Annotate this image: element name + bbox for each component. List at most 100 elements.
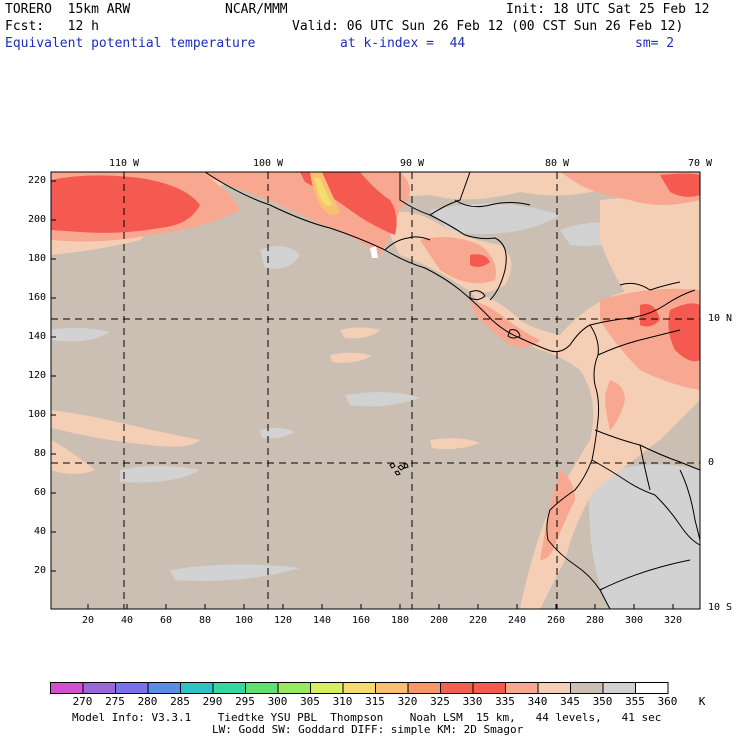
- colorbar-swatch: [505, 682, 539, 694]
- colorbar-label: 280: [137, 695, 158, 708]
- colorbar-swatch: [147, 682, 181, 694]
- x-tick-label: 120: [273, 615, 293, 626]
- x-tick-label: 20: [81, 615, 95, 626]
- hot-band: [605, 380, 625, 430]
- x-tick-label: 160: [351, 615, 371, 626]
- y-tick-label: 180: [27, 253, 46, 264]
- colorbar-label: 360: [657, 695, 678, 708]
- latitude-label: 10 S: [708, 602, 733, 613]
- y-tick-label: 120: [27, 370, 46, 381]
- colorbar-swatch: [50, 682, 84, 694]
- y-ticks: [51, 180, 56, 572]
- field-name: Equivalent potential temperature: [5, 36, 256, 51]
- colorbar-swatch: [342, 682, 376, 694]
- colorbar-label: 350: [592, 695, 613, 708]
- y-tick-label: 140: [27, 331, 46, 342]
- y-tick-label: 200: [27, 214, 46, 225]
- y-tick-label: 220: [27, 175, 46, 186]
- latitude-label: 0: [708, 457, 715, 468]
- x-tick-label: 200: [429, 615, 449, 626]
- colorbar: [50, 682, 669, 694]
- warm-band: [51, 410, 200, 447]
- y-tick-label: 60: [33, 487, 46, 498]
- colorbar-swatch: [602, 682, 636, 694]
- y-tick-label: 160: [27, 292, 46, 303]
- colorbar-label: 275: [105, 695, 125, 708]
- warm-band: [51, 440, 95, 474]
- y-tick-label: 100: [27, 409, 46, 420]
- hot-band: [470, 300, 540, 348]
- colorbar-swatch: [310, 682, 344, 694]
- model-info-line1: Model Info: V3.3.1 Tiedtke YSU PBL Thomp…: [72, 711, 662, 724]
- colorbar-swatch: [180, 682, 214, 694]
- x-tick-label: 220: [468, 615, 488, 626]
- grey-patch: [345, 392, 420, 407]
- x-tick-label: 240: [507, 615, 527, 626]
- colorbar-label: 320: [397, 695, 418, 708]
- colorbar-unit: K: [698, 695, 706, 708]
- colorbar-swatch: [115, 682, 149, 694]
- level-info: at k-index = 44: [340, 36, 466, 51]
- model-name: TORERO 15km ARW: [5, 2, 131, 17]
- latitude-label: 10 N: [708, 313, 733, 324]
- center-name: NCAR/MMM: [225, 2, 288, 17]
- x-tick-label: 100: [234, 615, 254, 626]
- warm-band: [600, 190, 700, 300]
- forecast-hour: Fcst: 12 h: [5, 19, 99, 34]
- longitude-label: 70 W: [687, 158, 713, 169]
- contour-field: [51, 172, 700, 609]
- colorbar-label: 340: [527, 695, 548, 708]
- grey-patch: [51, 327, 110, 342]
- red-core: [668, 303, 700, 362]
- colorbar-label: 335: [495, 695, 515, 708]
- colorbar-label: 345: [560, 695, 580, 708]
- colorbar-label: 315: [365, 695, 385, 708]
- valid-time: Valid: 06 UTC Sun 26 Feb 12 (00 CST Sun …: [292, 19, 684, 34]
- red-core: [660, 173, 700, 197]
- colorbar-swatch: [570, 682, 604, 694]
- peak-core: [314, 178, 332, 206]
- colorbar-swatch: [537, 682, 571, 694]
- colorbar-label: 270: [72, 695, 93, 708]
- y-tick-label: 20: [33, 565, 46, 576]
- graticule: [51, 172, 700, 609]
- warm-band: [430, 438, 480, 450]
- colorbar-swatch: [440, 682, 474, 694]
- colorbar-swatch: [472, 682, 506, 694]
- longitude-label: 100 W: [252, 158, 284, 169]
- x-tick-label: 280: [585, 615, 605, 626]
- colorbar-label: 300: [267, 695, 288, 708]
- x-tick-label: 300: [624, 615, 644, 626]
- grey-patch: [589, 464, 700, 609]
- x-tick-label: 180: [390, 615, 410, 626]
- grey-patch: [120, 466, 200, 483]
- x-tick-label: 260: [546, 615, 566, 626]
- colorbar-label: 330: [462, 695, 483, 708]
- x-tick-label: 140: [312, 615, 332, 626]
- colorbar-label: 355: [625, 695, 645, 708]
- x-tick-label: 40: [120, 615, 134, 626]
- x-tick-label: 60: [159, 615, 173, 626]
- y-tick-label: 80: [33, 448, 46, 459]
- colorbar-swatch: [245, 682, 279, 694]
- map-panel: [50, 171, 701, 610]
- colorbar-label: 310: [332, 695, 353, 708]
- colorbar-label: 325: [430, 695, 450, 708]
- x-tick-label: 320: [663, 615, 683, 626]
- init-time: Init: 18 UTC Sat 25 Feb 12: [506, 2, 710, 17]
- grey-patch: [430, 203, 560, 234]
- grey-patch: [260, 246, 300, 269]
- y-tick-label: 40: [33, 526, 46, 537]
- warm-band: [340, 327, 380, 339]
- colorbar-swatch: [277, 682, 311, 694]
- grey-patch: [260, 427, 295, 439]
- longitude-label: 90 W: [399, 158, 425, 169]
- colorbar-label: 295: [235, 695, 255, 708]
- red-core: [640, 304, 660, 327]
- smoothing-info: sm= 2: [635, 36, 675, 51]
- colorbar-swatch: [82, 682, 116, 694]
- colorbar-label: 285: [170, 695, 190, 708]
- colorbar-swatch: [635, 682, 669, 694]
- x-tick-label: 80: [198, 615, 212, 626]
- colorbar-swatch: [407, 682, 441, 694]
